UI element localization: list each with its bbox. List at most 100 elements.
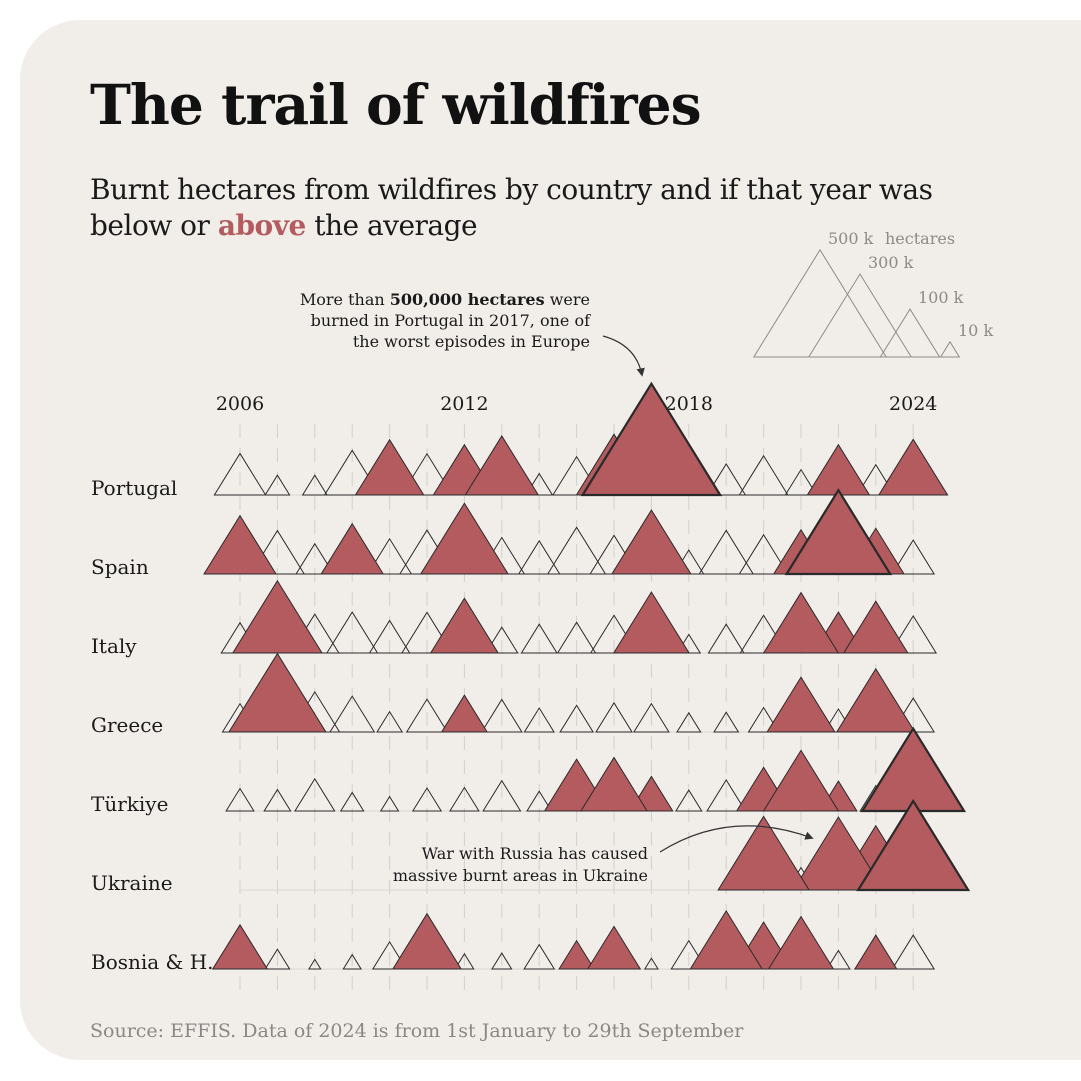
triangle-2019-below xyxy=(706,779,747,812)
triangle-2020-below xyxy=(747,706,780,733)
triangle-2011-below xyxy=(400,452,454,496)
legend-triangle-10k xyxy=(939,340,961,358)
legend-label: 10 k xyxy=(958,321,993,340)
chart-subtitle: Burnt hectares from wildfires by country… xyxy=(90,172,970,244)
triangle-2019-below xyxy=(707,623,745,654)
ukraine-annotation-line2: massive burnt areas in Ukraine xyxy=(393,866,648,885)
triangle-2010-above xyxy=(354,438,425,496)
triangle-2024-below xyxy=(891,934,936,970)
triangle-2015-below xyxy=(556,621,597,654)
source-note: Source: EFFIS. Data of 2024 is from 1st … xyxy=(90,1020,744,1042)
triangle-2006-below xyxy=(213,452,267,496)
chart-title: The trail of wildfires xyxy=(90,72,702,137)
country-label: Türkiye xyxy=(91,792,168,816)
triangle-2018-below xyxy=(674,789,703,812)
triangle-2007-below xyxy=(264,948,291,970)
legend-triangle-300k xyxy=(807,273,913,358)
portugal-annotation-line1: More than 500,000 hectares were xyxy=(300,290,590,309)
country-label: Bosnia & H. xyxy=(91,950,214,974)
triangle-2007-above xyxy=(228,652,327,733)
triangle-2021-above xyxy=(767,915,835,970)
triangle-2014-below xyxy=(520,623,558,654)
triangle-2010-below xyxy=(368,619,411,654)
row-portugal: Portugal xyxy=(91,381,949,500)
triangle-2008-below xyxy=(294,777,336,812)
subtitle-part2: the average xyxy=(305,209,478,242)
x-axis-labels: 2006 2012 2018 2024 xyxy=(216,393,938,415)
row-ukraine: Ukraine xyxy=(91,798,971,895)
country-label: Ukraine xyxy=(91,871,173,895)
triangle-2009-below xyxy=(339,791,365,812)
triangle-2022-below xyxy=(826,949,851,970)
triangle-2024-below xyxy=(891,539,936,575)
triangle-2007-below xyxy=(263,788,292,812)
x-tick-label-2024: 2024 xyxy=(889,393,937,415)
triangle-2024-above xyxy=(856,798,971,892)
triangle-2019-below xyxy=(698,529,755,575)
triangle-2021-above xyxy=(766,676,836,733)
triangle-2012-above xyxy=(419,502,510,575)
triangle-2009-below xyxy=(342,953,362,970)
triangle-2014-below xyxy=(517,539,561,575)
triangle-2008-below xyxy=(307,958,322,970)
ukraine-annotation-arrow xyxy=(659,825,814,853)
triangle-2010-below xyxy=(371,940,408,970)
triangle-2012-below xyxy=(448,786,480,812)
triangle-2007-below xyxy=(249,529,306,575)
legend-label: 500 k xyxy=(828,229,874,248)
subtitle-part1: Burnt hectares from wildfires by country… xyxy=(90,173,933,242)
triangle-2017-above xyxy=(611,509,692,575)
triangle-2009-below xyxy=(329,695,376,733)
triangle-2008-below xyxy=(301,474,328,496)
triangle-2009-below xyxy=(326,611,379,654)
triangle-2007-above xyxy=(231,579,323,654)
triangle-2014-below xyxy=(526,790,553,812)
country-label: Portugal xyxy=(91,476,177,500)
triangle-2014-below xyxy=(523,707,555,733)
portugal-annotation-line3: the worst episodes in Europe xyxy=(353,332,590,351)
triangle-2017-above xyxy=(580,381,723,497)
triangle-2023-above xyxy=(842,600,909,654)
triangle-2006-above xyxy=(211,923,269,970)
row-t-rkiye: Türkiye xyxy=(91,726,967,816)
triangle-2023-above xyxy=(835,667,916,733)
row-italy: Italy xyxy=(91,579,938,658)
triangle-2022-above xyxy=(806,443,871,496)
triangle-2016-below xyxy=(595,701,633,733)
portugal-annotation-arrow xyxy=(602,335,645,377)
triangle-2006-below xyxy=(225,787,255,812)
triangle-2018-below xyxy=(670,939,708,970)
triangle-2013-below xyxy=(491,952,513,970)
triangle-2015-above xyxy=(558,939,596,970)
triangle-2011-below xyxy=(411,787,443,812)
legend-label: 300 k xyxy=(868,253,914,272)
triangle-2017-below xyxy=(632,702,670,733)
country-label: Greece xyxy=(91,713,163,737)
triangle-2020-above xyxy=(717,815,810,891)
triangle-2012-above xyxy=(429,597,500,654)
country-label: Italy xyxy=(91,634,137,658)
triangle-2017-below xyxy=(643,957,659,970)
triangle-2019-below xyxy=(713,711,740,733)
row-greece: Greece xyxy=(91,652,936,737)
row-spain: Spain xyxy=(91,488,936,579)
triangle-2007-below xyxy=(264,474,291,496)
portugal-annotation-line2: burned in Portugal in 2017, one of xyxy=(311,311,591,330)
triangle-2023-above xyxy=(853,934,898,970)
x-tick-label-2006: 2006 xyxy=(216,393,264,415)
triangle-2022-above xyxy=(784,488,893,576)
legend-unit-label: hectares xyxy=(885,229,955,248)
ukraine-annotation: War with Russia has caused massive burnt… xyxy=(393,844,648,885)
triangle-2013-below xyxy=(484,626,519,654)
triangle-2006-above xyxy=(203,514,277,575)
triangle-2011-above xyxy=(391,912,463,970)
triangle-2024-above xyxy=(877,438,949,496)
x-tick-label-2012: 2012 xyxy=(440,393,488,415)
ukraine-annotation-line1: War with Russia has caused xyxy=(422,844,648,863)
triangle-2021-above xyxy=(762,749,840,812)
portugal-annotation: More than 500,000 hectares were burned i… xyxy=(300,290,591,351)
triangle-2018-below xyxy=(676,711,702,733)
triangle-2020-below xyxy=(738,454,789,496)
